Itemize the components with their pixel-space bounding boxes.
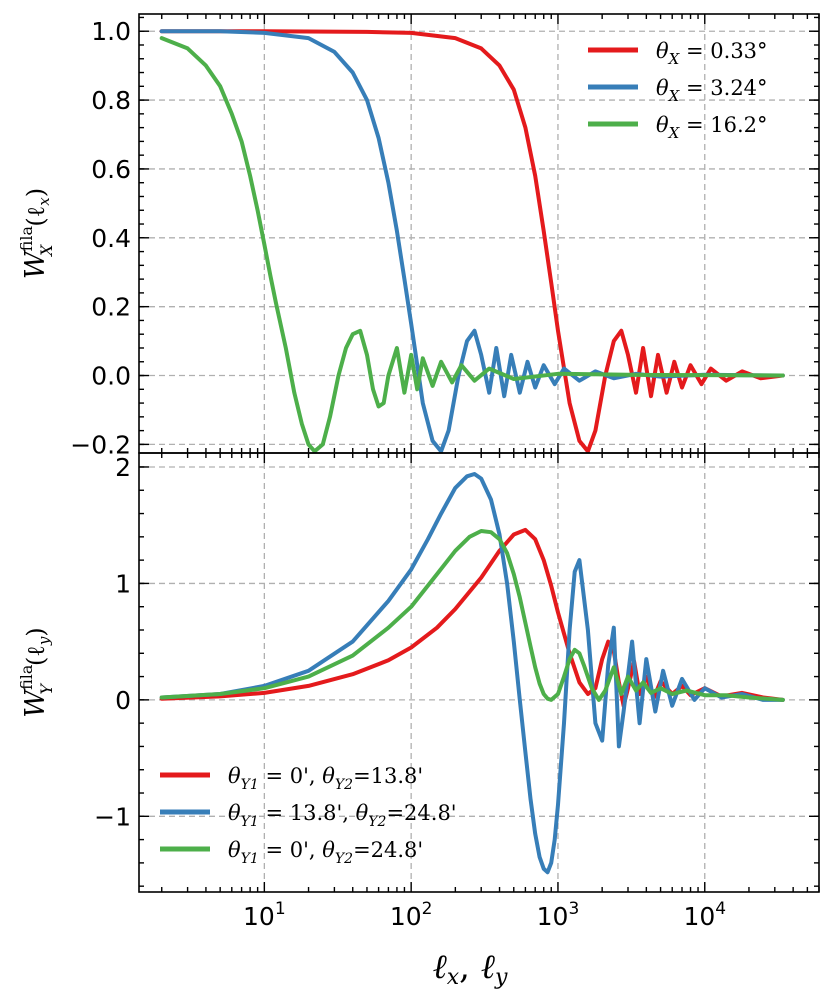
y-tick-label: −0.2 bbox=[70, 430, 131, 459]
legend-label: θX = 16.2° bbox=[656, 113, 768, 142]
y-tick-label: 0.0 bbox=[91, 362, 131, 391]
x-axis-label: ℓx, ℓy bbox=[433, 947, 508, 990]
legend-label: θX = 0.33° bbox=[656, 39, 768, 68]
x-tick-label: 102 bbox=[390, 899, 433, 931]
series-line-2 bbox=[159, 36, 785, 453]
legend-label: θY1 = 13.8', θY2=24.8' bbox=[228, 801, 457, 830]
top-panel: 1.0 0.8 0.6 0.4 0.2 0.0 −0.2 WfilaX(ℓx) θX = 0.3… bbox=[17, 13, 820, 459]
y-tick-label: 1.0 bbox=[91, 17, 131, 46]
bottom-panel: 101 102 103 104 2 1 0 −1 WfilaY(ℓy) θY1 = 0', θY2… bbox=[17, 452, 820, 931]
y-axis-label: WfilaX(ℓx) bbox=[17, 188, 56, 279]
legend-label: θY1 = 0', θY2=24.8' bbox=[228, 838, 423, 867]
y-tick-label: 0.4 bbox=[91, 224, 131, 253]
series-line-1 bbox=[159, 472, 785, 875]
x-tick-label: 101 bbox=[243, 899, 286, 931]
y-tick-label: −1 bbox=[94, 802, 131, 831]
series-line-1 bbox=[159, 29, 785, 453]
y-tick-label: 0 bbox=[115, 686, 131, 715]
y-tick-label: 0.2 bbox=[91, 293, 131, 322]
y-tick-label: 0.8 bbox=[91, 86, 131, 115]
legend-label: θY1 = 0', θY2=13.8' bbox=[228, 764, 423, 793]
x-tick-label: 104 bbox=[683, 899, 726, 931]
y-tick-label: 2 bbox=[115, 453, 131, 482]
y-axis-label: WfilaY(ℓy) bbox=[17, 627, 56, 717]
y-tick-label: 1 bbox=[115, 569, 131, 598]
legend-label: θX = 3.24° bbox=[656, 76, 768, 105]
series-line-0 bbox=[159, 527, 785, 708]
x-tick-label: 103 bbox=[537, 899, 580, 931]
series-line-2 bbox=[159, 529, 785, 702]
y-tick-label: 0.6 bbox=[91, 155, 131, 184]
axes-frame bbox=[138, 452, 820, 893]
